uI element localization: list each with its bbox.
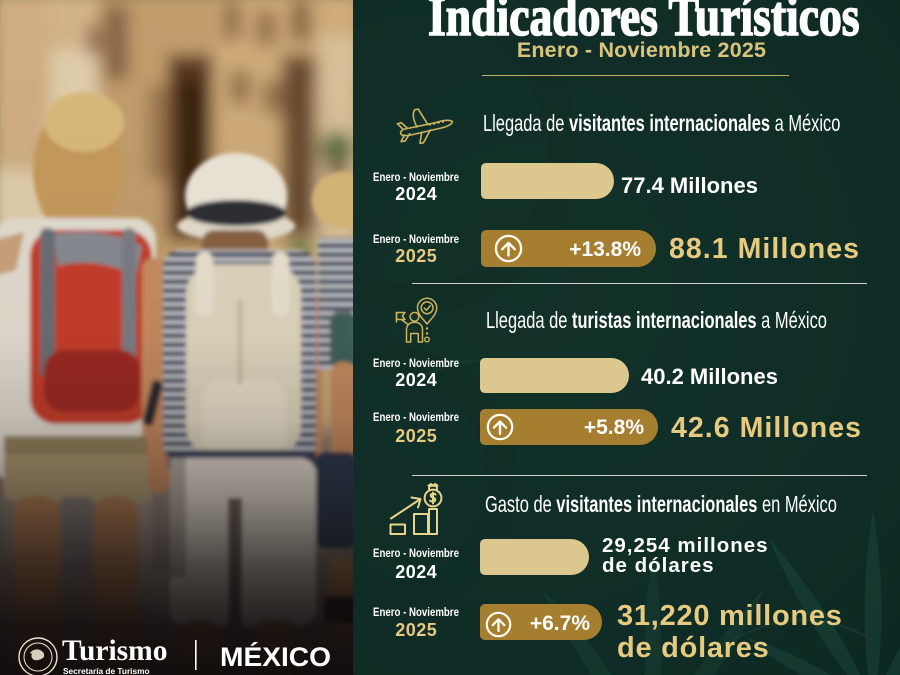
svg-text:MÉXICO: MÉXICO <box>220 641 331 672</box>
svg-text:Turismo: Turismo <box>62 635 167 667</box>
svg-text:Secretaría de Turismo: Secretaría de Turismo <box>63 666 150 675</box>
